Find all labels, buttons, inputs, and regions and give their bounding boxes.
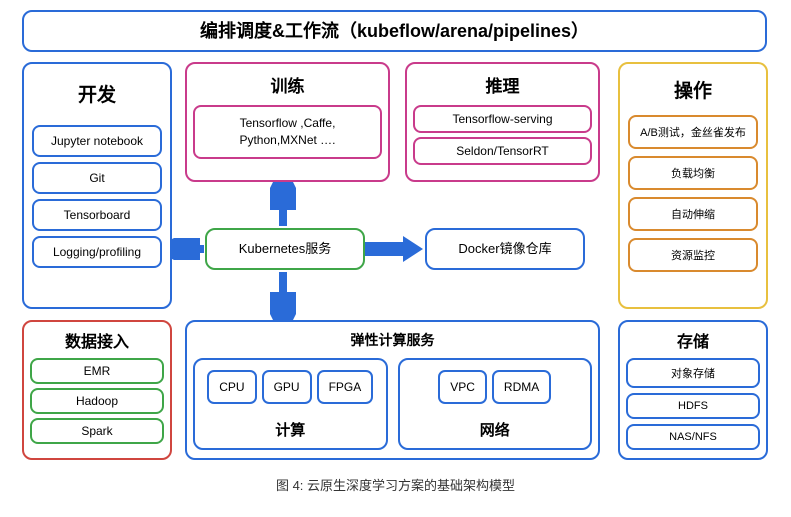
train-box: 训练 Tensorflow ,Caffe, Python,MXNet …. — [185, 62, 390, 182]
arrow-k8s-to-elastic — [270, 270, 296, 320]
infer-items-item: Tensorflow-serving — [413, 105, 592, 133]
compute-items-chip: FPGA — [317, 370, 374, 404]
orchestration-box: 编排调度&工作流（kubeflow/arena/pipelines） — [22, 10, 767, 52]
network-title: 网络 — [406, 419, 585, 444]
data-in-items-item: EMR — [30, 358, 164, 384]
compute-items-chip: GPU — [262, 370, 312, 404]
network-items-chip: VPC — [438, 370, 487, 404]
ops-items-item: 资源监控 — [628, 238, 758, 272]
infer-items-item: Seldon/TensorRT — [413, 137, 592, 165]
storage-title: 存储 — [626, 328, 760, 352]
dev-title: 开发 — [32, 80, 162, 107]
infer-box: 推理 Tensorflow-serving Seldon/TensorRT — [405, 62, 600, 182]
elastic-title: 弹性计算服务 — [193, 330, 592, 350]
storage-items-item: HDFS — [626, 393, 760, 419]
docker-label: Docker镜像仓库 — [427, 230, 583, 268]
arrow-k8s-to-dev — [172, 238, 206, 260]
elastic-box: 弹性计算服务 CPUGPUFPGA 计算 VPCRDMA 网络 — [185, 320, 600, 460]
network-box: VPCRDMA 网络 — [398, 358, 593, 450]
arrow-k8s-to-docker — [365, 234, 425, 264]
storage-box: 存储 对象存储 HDFS NAS/NFS — [618, 320, 768, 460]
data-in-items-item: Spark — [30, 418, 164, 444]
dev-items-item: Jupyter notebook — [32, 125, 162, 157]
storage-items-item: NAS/NFS — [626, 424, 760, 450]
dev-items-item: Tensorboard — [32, 199, 162, 231]
arrow-k8s-to-train — [270, 182, 296, 228]
ops-items-item: 负载均衡 — [628, 156, 758, 190]
k8s-box: Kubernetes服务 — [205, 228, 365, 270]
ops-title: 操作 — [628, 76, 758, 103]
compute-box: CPUGPUFPGA 计算 — [193, 358, 388, 450]
dev-items-item: Logging/profiling — [32, 236, 162, 268]
figure-caption: 图 4: 云原生深度学习方案的基础架构模型 — [0, 475, 791, 494]
data-in-box: 数据接入 EMR Hadoop Spark — [22, 320, 172, 460]
orchestration-title: 编排调度&工作流（kubeflow/arena/pipelines） — [24, 12, 765, 50]
docker-box: Docker镜像仓库 — [425, 228, 585, 270]
dev-items-item: Git — [32, 162, 162, 194]
ops-box: 操作 A/B测试，金丝雀发布负载均衡自动伸缩资源监控 — [618, 62, 768, 309]
dev-box: 开发 Jupyter notebook Git Tensorboard Logging… — [22, 62, 172, 309]
storage-items-item: 对象存储 — [626, 358, 760, 388]
infer-title: 推理 — [413, 72, 592, 97]
train-items-item: Tensorflow ,Caffe, Python,MXNet …. — [193, 105, 382, 159]
data-in-title: 数据接入 — [30, 328, 164, 352]
network-items-chip: RDMA — [492, 370, 551, 404]
compute-title: 计算 — [201, 419, 380, 444]
ops-items-item: A/B测试，金丝雀发布 — [628, 115, 758, 149]
train-title: 训练 — [193, 72, 382, 97]
ops-items-item: 自动伸缩 — [628, 197, 758, 231]
compute-items-chip: CPU — [207, 370, 256, 404]
k8s-label: Kubernetes服务 — [207, 230, 363, 268]
data-in-items-item: Hadoop — [30, 388, 164, 414]
